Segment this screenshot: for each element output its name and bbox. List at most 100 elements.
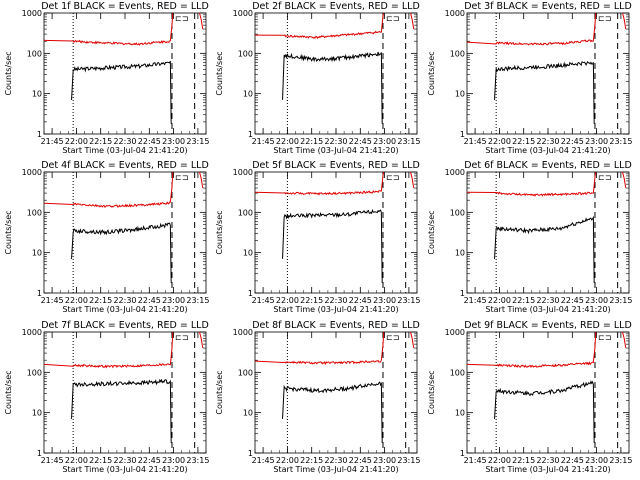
y-tick-label: 10	[32, 249, 42, 258]
x-tick-label: 22:00	[65, 296, 88, 305]
flare-marker-glyph: ⊏⊐	[175, 173, 188, 182]
x-tick-label: 23:00	[162, 137, 185, 146]
x-tick-label: 22:30	[536, 296, 559, 305]
x-tick-label: 22:15	[300, 456, 323, 465]
panel-title: Det 3f BLACK = Events, RED = LLD	[464, 1, 632, 12]
panel-title: Det 9f BLACK = Events, RED = LLD	[464, 320, 632, 331]
plot-frame	[254, 331, 418, 454]
panel-det-9: Det 9f BLACK = Events, RED = LLD 1 10 100 10…	[427, 320, 632, 474]
flare-marker-glyph: ⊏⊐	[386, 333, 399, 342]
y-tick-label: 100	[238, 368, 253, 377]
y-tick-label: 1000	[445, 9, 465, 18]
x-axis-label: Start Time (03-Jul-04 21:41:20)	[273, 146, 398, 155]
y-tick-label: 10	[243, 409, 253, 418]
events-series-line	[282, 381, 383, 443]
x-tick-label: 22:00	[488, 456, 511, 465]
y-tick-label: 100	[450, 49, 465, 58]
y-tick-label: 1000	[445, 328, 465, 337]
y-tick-label: 1	[37, 289, 42, 298]
y-tick-label: 1	[460, 449, 465, 458]
x-tick-label: 21:45	[464, 456, 487, 465]
lld-series-line	[467, 13, 627, 46]
x-tick-label: 22:45	[349, 456, 372, 465]
x-tick-label: 22:00	[488, 296, 511, 305]
flare-marker-glyph: ⊏⊐	[598, 333, 611, 342]
x-tick-label: 23:15	[609, 456, 632, 465]
plot-frame	[466, 331, 630, 454]
x-tick-label: 22:45	[138, 456, 161, 465]
x-tick-label: 22:00	[488, 137, 511, 146]
y-tick-label: 10	[455, 249, 465, 258]
lld-series-line	[467, 332, 627, 369]
x-tick-label: 22:00	[65, 137, 88, 146]
x-tick-label: 23:00	[373, 137, 396, 146]
panel-title: Det 2f BLACK = Events, RED = LLD	[252, 1, 420, 12]
x-tick-label: 21:45	[464, 137, 487, 146]
panel-title: Det 8f BLACK = Events, RED = LLD	[252, 320, 420, 331]
panel-title: Det 7f BLACK = Events, RED = LLD	[41, 320, 209, 331]
y-tick-label: 10	[455, 409, 465, 418]
flare-marker-glyph: ⊏⊐	[175, 14, 188, 23]
flare-marker-glyph: ⊏⊐	[386, 14, 399, 23]
x-axis-label: Start Time (03-Jul-04 21:41:20)	[273, 465, 398, 474]
x-tick-label: 22:45	[349, 137, 372, 146]
flare-marker-glyph: ⊏⊐	[598, 173, 611, 182]
x-tick-label: 22:15	[89, 456, 112, 465]
x-tick-label: 22:15	[512, 456, 535, 465]
y-tick-label: 1000	[22, 9, 42, 18]
x-tick-label: 22:15	[89, 137, 112, 146]
plot-frame	[43, 331, 207, 454]
y-tick-label: 100	[450, 368, 465, 377]
x-tick-label: 22:30	[113, 137, 136, 146]
y-tick-label: 1000	[233, 9, 253, 18]
x-tick-label: 23:15	[186, 137, 209, 146]
x-tick-label: 21:45	[252, 456, 275, 465]
y-tick-label: 10	[243, 90, 253, 99]
y-tick-label: 100	[27, 368, 42, 377]
lld-series-line	[255, 13, 415, 40]
x-tick-label: 22:45	[349, 296, 372, 305]
plot-frame	[254, 12, 418, 135]
plot-frame	[43, 12, 207, 135]
y-tick-label: 10	[455, 90, 465, 99]
x-tick-label: 23:00	[585, 296, 608, 305]
x-axis-label: Start Time (03-Jul-04 21:41:20)	[62, 146, 187, 155]
y-tick-label: 1	[248, 449, 253, 458]
x-tick-label: 22:15	[300, 137, 323, 146]
y-axis-label: Counts/sec	[215, 210, 224, 254]
x-tick-label: 21:45	[252, 296, 275, 305]
x-tick-label: 23:15	[609, 137, 632, 146]
lld-series-line	[44, 13, 204, 46]
events-series-line	[282, 208, 383, 283]
x-axis-label: Start Time (03-Jul-04 21:41:20)	[485, 146, 610, 155]
x-tick-label: 22:45	[561, 137, 584, 146]
x-tick-label: 22:00	[276, 456, 299, 465]
panel-title: Det 5f BLACK = Events, RED = LLD	[252, 160, 420, 171]
x-axis-label: Start Time (03-Jul-04 21:41:20)	[485, 305, 610, 314]
events-series-line	[494, 215, 595, 283]
x-tick-label: 22:15	[512, 296, 535, 305]
y-tick-label: 10	[32, 90, 42, 99]
flare-marker-glyph: ⊏⊐	[175, 333, 188, 342]
x-tick-label: 22:30	[324, 137, 347, 146]
x-tick-label: 21:45	[464, 296, 487, 305]
x-tick-label: 23:00	[373, 296, 396, 305]
y-tick-label: 1000	[233, 328, 253, 337]
plot-frame	[466, 171, 630, 294]
lld-series-line	[44, 172, 204, 208]
panel-det-1: Det 1f BLACK = Events, RED = LLD 1 10 100 10…	[4, 1, 209, 155]
x-tick-label: 22:30	[536, 456, 559, 465]
x-tick-label: 22:30	[536, 137, 559, 146]
events-series-line	[71, 378, 172, 443]
panel-det-8: Det 8f BLACK = Events, RED = LLD 1 10 100 10…	[215, 320, 420, 474]
y-axis-label: Counts/sec	[4, 51, 13, 95]
x-tick-label: 22:45	[138, 137, 161, 146]
lld-series-line	[255, 172, 415, 196]
y-tick-label: 10	[32, 409, 42, 418]
x-tick-label: 23:00	[162, 456, 185, 465]
x-tick-label: 22:15	[89, 296, 112, 305]
y-tick-label: 1	[248, 289, 253, 298]
x-tick-label: 22:30	[113, 296, 136, 305]
x-tick-label: 21:45	[41, 137, 64, 146]
x-axis-label: Start Time (03-Jul-04 21:41:20)	[485, 465, 610, 474]
